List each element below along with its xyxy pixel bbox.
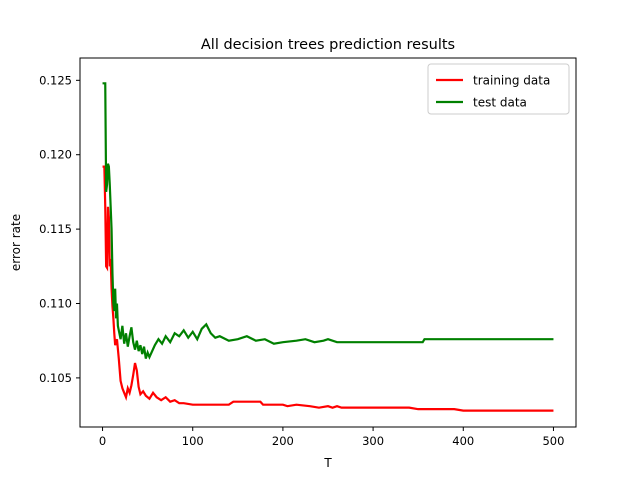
- series-lines: [102, 82, 554, 412]
- series-line-1: [102, 82, 554, 360]
- x-tick-label: 400: [452, 434, 474, 448]
- x-tick-label: 100: [182, 434, 204, 448]
- legend-box: [427, 63, 570, 115]
- y-tick-label: 0.125: [39, 73, 72, 87]
- y-tick-label: 0.115: [39, 222, 72, 236]
- y-tick-label: 0.105: [39, 371, 72, 385]
- x-axis-label: T: [323, 456, 332, 470]
- x-tick-label: 300: [362, 434, 384, 448]
- plot-frame: [79, 57, 577, 428]
- x-tick-label: 0: [99, 434, 106, 448]
- x-tick-label: 500: [542, 434, 564, 448]
- y-tick-label: 0.120: [39, 148, 72, 162]
- series-line-0: [102, 165, 554, 412]
- chart-title: All decision trees prediction results: [201, 37, 455, 53]
- y-axis-label: error rate: [9, 214, 23, 271]
- y-tick-label: 0.110: [39, 297, 72, 311]
- x-axis-ticks: 0 100 200 300 400 500: [99, 427, 564, 448]
- legend-label: test data: [473, 96, 527, 110]
- legend-label: training data: [473, 74, 550, 88]
- x-tick-label: 200: [272, 434, 294, 448]
- y-axis-ticks: 0.105 0.110 0.115 0.120 0.125: [39, 73, 80, 385]
- legend: training data test data: [427, 63, 570, 115]
